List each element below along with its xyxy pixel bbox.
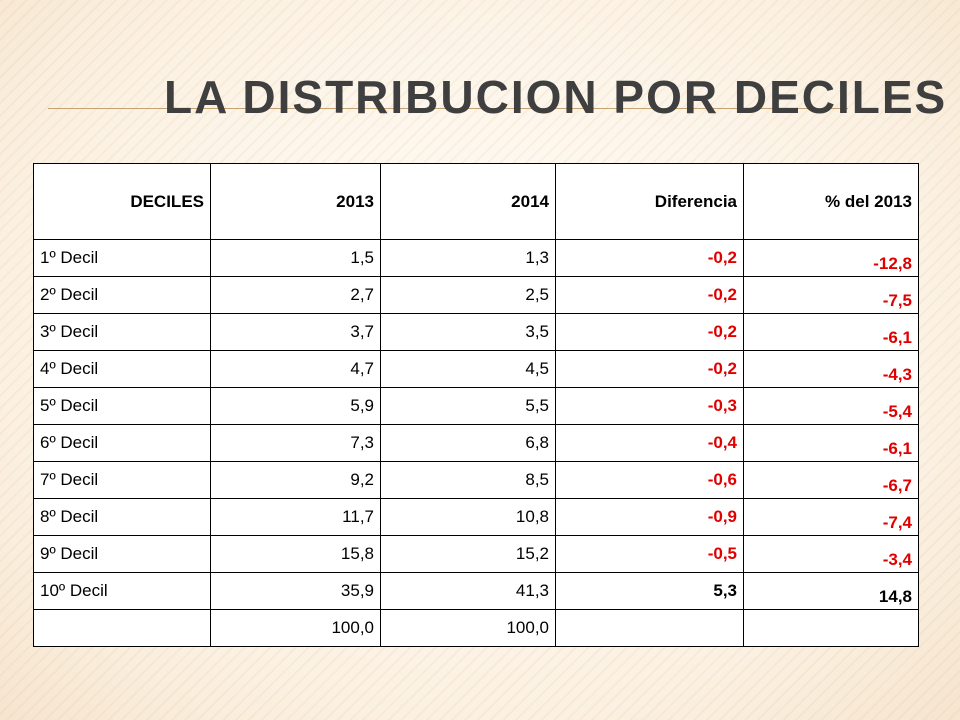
header-deciles: DECILES: [33, 163, 211, 240]
cell-2014: 15,2: [380, 535, 556, 573]
cell-2014: 4,5: [380, 350, 556, 388]
table-row: 7º Decil 9,2 8,5 -0,6 -6,7: [33, 461, 919, 499]
header-2013: 2013: [210, 163, 381, 240]
cell-diferencia: -0,5: [555, 535, 744, 573]
cell-2013: 3,7: [210, 313, 381, 351]
cell-2014: 100,0: [380, 609, 556, 647]
cell-2013: 100,0: [210, 609, 381, 647]
cell-decil: 6º Decil: [33, 424, 211, 462]
cell-diferencia: -0,6: [555, 461, 744, 499]
cell-pct-2013: 14,8: [743, 572, 919, 610]
table-row: 100,0 100,0: [33, 609, 919, 647]
table-row: 10º Decil 35,9 41,3 5,3 14,8: [33, 572, 919, 610]
cell-2014: 10,8: [380, 498, 556, 536]
cell-2013: 1,5: [210, 239, 381, 277]
cell-2013: 9,2: [210, 461, 381, 499]
cell-diferencia: [555, 609, 744, 647]
table-header-row: DECILES 2013 2014 Diferencia % del 2013: [33, 163, 919, 240]
table-row: 3º Decil 3,7 3,5 -0,2 -6,1: [33, 313, 919, 351]
cell-diferencia: -0,2: [555, 313, 744, 351]
cell-2014: 6,8: [380, 424, 556, 462]
cell-diferencia: -0,4: [555, 424, 744, 462]
cell-2013: 2,7: [210, 276, 381, 314]
cell-decil: 10º Decil: [33, 572, 211, 610]
cell-pct-2013: -5,4: [743, 387, 919, 425]
cell-decil: [33, 609, 211, 647]
table-row: 5º Decil 5,9 5,5 -0,3 -5,4: [33, 387, 919, 425]
cell-diferencia: 5,3: [555, 572, 744, 610]
cell-diferencia: -0,9: [555, 498, 744, 536]
cell-diferencia: -0,2: [555, 276, 744, 314]
cell-decil: 5º Decil: [33, 387, 211, 425]
cell-2013: 15,8: [210, 535, 381, 573]
cell-2013: 4,7: [210, 350, 381, 388]
title-rule: [48, 108, 848, 109]
cell-pct-2013: -6,1: [743, 424, 919, 462]
cell-2014: 2,5: [380, 276, 556, 314]
cell-diferencia: -0,3: [555, 387, 744, 425]
slide-title: La distribucion por deciles: [164, 71, 948, 123]
header-diferencia: Diferencia: [555, 163, 744, 240]
cell-2013: 35,9: [210, 572, 381, 610]
cell-pct-2013: -3,4: [743, 535, 919, 573]
cell-pct-2013: -6,1: [743, 313, 919, 351]
header-pct-2013: % del 2013: [743, 163, 919, 240]
cell-decil: 4º Decil: [33, 350, 211, 388]
cell-decil: 9º Decil: [33, 535, 211, 573]
cell-2013: 11,7: [210, 498, 381, 536]
cell-diferencia: -0,2: [555, 239, 744, 277]
table-row: 6º Decil 7,3 6,8 -0,4 -6,1: [33, 424, 919, 462]
cell-decil: 1º Decil: [33, 239, 211, 277]
table-row: 4º Decil 4,7 4,5 -0,2 -4,3: [33, 350, 919, 388]
cell-decil: 8º Decil: [33, 498, 211, 536]
deciles-table: DECILES 2013 2014 Diferencia % del 2013 …: [33, 163, 919, 647]
cell-pct-2013: -7,5: [743, 276, 919, 314]
cell-2014: 8,5: [380, 461, 556, 499]
table-body: 1º Decil 1,5 1,3 -0,2 -12,8 2º Decil 2,7 2,5 -0,…: [33, 239, 919, 647]
cell-2014: 3,5: [380, 313, 556, 351]
cell-2013: 5,9: [210, 387, 381, 425]
cell-pct-2013: -12,8: [743, 239, 919, 277]
table-row: 8º Decil 11,7 10,8 -0,9 -7,4: [33, 498, 919, 536]
cell-pct-2013: -4,3: [743, 350, 919, 388]
table-row: 1º Decil 1,5 1,3 -0,2 -12,8: [33, 239, 919, 277]
cell-pct-2013: -6,7: [743, 461, 919, 499]
table-row: 2º Decil 2,7 2,5 -0,2 -7,5: [33, 276, 919, 314]
cell-diferencia: -0,2: [555, 350, 744, 388]
title-area: La distribucion por deciles: [0, 68, 960, 124]
cell-2014: 41,3: [380, 572, 556, 610]
cell-2013: 7,3: [210, 424, 381, 462]
cell-decil: 3º Decil: [33, 313, 211, 351]
cell-pct-2013: [743, 609, 919, 647]
cell-2014: 1,3: [380, 239, 556, 277]
cell-2014: 5,5: [380, 387, 556, 425]
cell-decil: 7º Decil: [33, 461, 211, 499]
cell-decil: 2º Decil: [33, 276, 211, 314]
cell-pct-2013: -7,4: [743, 498, 919, 536]
header-2014: 2014: [380, 163, 556, 240]
table-row: 9º Decil 15,8 15,2 -0,5 -3,4: [33, 535, 919, 573]
